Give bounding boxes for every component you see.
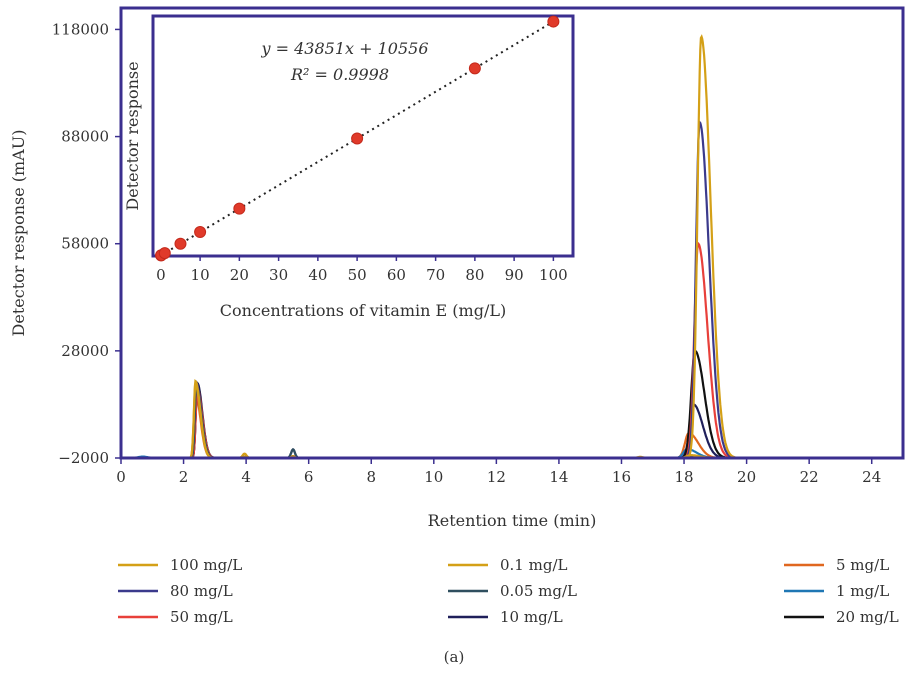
x-tick-label: 4: [241, 468, 251, 486]
chromatogram-plot: 0 2 4 6 8 10 12 14 16 18 20 22 24−200028000580008800…: [9, 6, 905, 530]
legend-label: 0.05 mg/L: [500, 582, 577, 600]
plot-frame-top: [119, 6, 905, 460]
inset-data-point: [194, 226, 207, 239]
inset-x-tick-label: 0: [156, 266, 166, 284]
legend-label: 80 mg/L: [170, 582, 233, 600]
inset-x-tick-label: 80: [465, 266, 484, 284]
inset-data-point: [174, 237, 187, 250]
inset-x-tick-label: 30: [269, 266, 288, 284]
series-line-0-1-mg-l: [121, 378, 903, 460]
inset-data-point: [158, 247, 171, 260]
legend-label: 0.1 mg/L: [500, 556, 568, 574]
series-line-1-mg-l: [121, 384, 903, 460]
series-line-0-05-mg-l: [121, 384, 903, 460]
x-tick-label: 8: [366, 468, 376, 486]
legend-label: 20 mg/L: [836, 608, 899, 626]
inset-x-tick-label: 70: [426, 266, 445, 284]
y-tick-label: 58000: [61, 235, 109, 253]
inset-x-tick-label: 60: [387, 266, 406, 284]
y-tick-label: 28000: [61, 342, 109, 360]
x-tick-label: 18: [674, 468, 693, 486]
series-line-20-mg-l: [121, 349, 903, 460]
inset-x-axis-title: Concentrations of vitamin E (mg/L): [220, 301, 506, 320]
legend: 100 mg/L 80 mg/L 50 mg/L 0.1 mg/L 0.05 mg/L 1…: [118, 556, 899, 626]
x-tick-label: 12: [487, 468, 506, 486]
x-tick-label: 22: [800, 468, 819, 486]
legend-label: 10 mg/L: [500, 608, 563, 626]
inset-data-point: [547, 15, 560, 28]
inset-x-tick-label: 20: [230, 266, 249, 284]
series-line-10-mg-l: [121, 380, 903, 460]
x-tick-label: 16: [612, 468, 631, 486]
inset-y-axis-title: Detector response: [123, 61, 142, 210]
x-tick-label: 2: [179, 468, 189, 486]
series-line-5-mg-l: [121, 391, 903, 460]
legend-label: 100 mg/L: [170, 556, 242, 574]
inset-x-tick-label: 90: [505, 266, 524, 284]
x-axis-title: Retention time (min): [428, 511, 597, 530]
legend-label: 1 mg/L: [836, 582, 889, 600]
legend-label: 5 mg/L: [836, 556, 889, 574]
y-axis-title: Detector response (mAU): [9, 130, 28, 337]
x-tick-label: 6: [304, 468, 314, 486]
calibration-inset-plot: 0 10 20 30 40 50 60 70 80 90 100 Concentrations of …: [123, 14, 575, 320]
x-tick-label: 20: [737, 468, 756, 486]
inset-data-point: [468, 62, 481, 75]
inset-x-tick-label: 50: [348, 266, 367, 284]
inset-x-tick-label: 100: [539, 266, 568, 284]
inset-x-tick-label: 40: [308, 266, 327, 284]
inset-frame: [151, 14, 575, 258]
x-tick-label: 24: [862, 468, 881, 486]
inset-x-tick-label: 10: [191, 266, 210, 284]
inset-r-squared: R² = 0.9998: [290, 65, 389, 84]
inset-data-point: [351, 132, 364, 145]
inset-equation: y = 43851x + 10556: [260, 39, 428, 58]
x-tick-label: 10: [424, 468, 443, 486]
y-tick-label: 118000: [52, 20, 109, 38]
inset-data-point: [233, 202, 246, 215]
figure-label: (a): [444, 648, 465, 666]
legend-label: 50 mg/L: [170, 608, 233, 626]
y-tick-label: 88000: [61, 128, 109, 146]
x-tick-label: 14: [549, 468, 568, 486]
y-tick-label: −2000: [58, 449, 109, 467]
x-tick-label: 0: [116, 468, 126, 486]
